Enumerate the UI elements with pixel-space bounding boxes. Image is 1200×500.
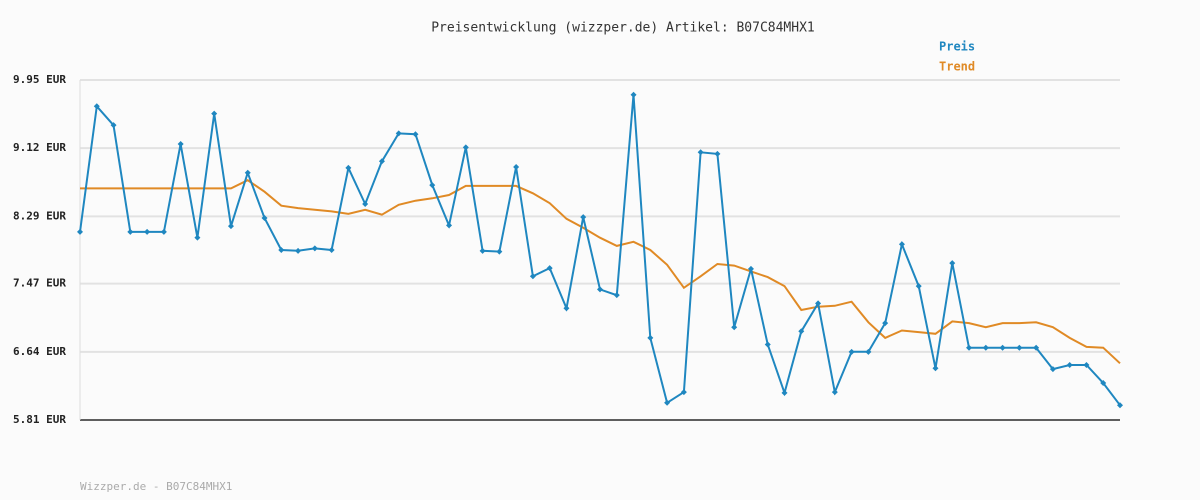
point-marker bbox=[127, 228, 134, 235]
chart-title: Preisentwicklung (wizzper.de) Artikel: B… bbox=[431, 21, 815, 36]
point-marker bbox=[177, 141, 184, 148]
point-marker bbox=[160, 228, 167, 235]
point-marker bbox=[882, 320, 889, 327]
point-marker bbox=[999, 344, 1006, 351]
y-tick-label: 6.64 EUR bbox=[13, 345, 66, 358]
point-marker bbox=[563, 305, 570, 312]
y-tick-label: 9.95 EUR bbox=[13, 73, 66, 86]
y-tick-label: 9.12 EUR bbox=[13, 141, 66, 154]
point-marker bbox=[77, 228, 83, 235]
point-marker bbox=[982, 344, 989, 351]
point-marker bbox=[1033, 344, 1040, 351]
point-marker bbox=[898, 241, 905, 248]
point-marker bbox=[731, 324, 738, 331]
point-marker bbox=[227, 223, 234, 230]
point-marker bbox=[244, 169, 251, 176]
point-marker bbox=[597, 286, 603, 293]
point-marker bbox=[479, 247, 486, 254]
point-marker bbox=[278, 247, 285, 253]
point-marker bbox=[211, 110, 218, 117]
point-marker bbox=[462, 144, 469, 151]
point-marker bbox=[429, 182, 436, 189]
point-marker bbox=[1066, 361, 1073, 368]
point-marker bbox=[395, 130, 402, 137]
point-marker bbox=[781, 389, 788, 396]
point-marker bbox=[1083, 361, 1090, 368]
point-marker bbox=[1117, 402, 1123, 409]
point-marker bbox=[764, 341, 771, 348]
point-marker bbox=[647, 334, 654, 341]
y-tick-label: 8.29 EUR bbox=[13, 209, 66, 222]
point-marker bbox=[815, 300, 822, 307]
point-marker bbox=[446, 222, 453, 229]
point-marker bbox=[378, 158, 385, 165]
point-marker bbox=[680, 389, 687, 396]
point-marker bbox=[1016, 344, 1023, 351]
point-marker bbox=[261, 214, 268, 221]
point-marker bbox=[412, 131, 419, 138]
point-marker bbox=[580, 214, 587, 221]
point-marker bbox=[747, 265, 754, 272]
point-marker bbox=[496, 248, 503, 255]
point-marker bbox=[630, 91, 637, 98]
footer: Wizzper.de - B07C84MHX1 bbox=[80, 480, 232, 493]
point-marker bbox=[915, 283, 922, 290]
point-marker bbox=[966, 344, 973, 351]
point-marker bbox=[110, 122, 117, 129]
legend-label: Trend bbox=[939, 60, 975, 74]
point-marker bbox=[664, 399, 671, 406]
point-marker bbox=[362, 201, 369, 208]
point-marker bbox=[949, 260, 956, 267]
series-line bbox=[80, 179, 1121, 365]
point-marker bbox=[714, 150, 721, 157]
y-tick-label: 7.47 EUR bbox=[13, 277, 66, 290]
point-marker bbox=[798, 328, 805, 335]
point-marker bbox=[328, 247, 335, 253]
point-marker bbox=[194, 234, 201, 241]
point-marker bbox=[93, 103, 100, 110]
point-marker bbox=[848, 348, 855, 355]
point-marker bbox=[831, 389, 838, 396]
point-marker bbox=[311, 245, 318, 252]
legend-label: Preis bbox=[939, 40, 975, 54]
point-marker bbox=[865, 348, 872, 355]
point-marker bbox=[1049, 366, 1056, 373]
point-marker bbox=[144, 228, 151, 235]
point-marker bbox=[1100, 380, 1107, 387]
point-marker bbox=[697, 149, 704, 156]
point-marker bbox=[529, 273, 536, 280]
point-marker bbox=[932, 365, 939, 372]
point-marker bbox=[345, 164, 352, 171]
point-marker bbox=[546, 265, 553, 272]
point-marker bbox=[295, 247, 302, 254]
point-marker bbox=[613, 292, 620, 299]
point-marker bbox=[513, 164, 520, 171]
y-tick-label: 5.81 EUR bbox=[13, 413, 66, 426]
